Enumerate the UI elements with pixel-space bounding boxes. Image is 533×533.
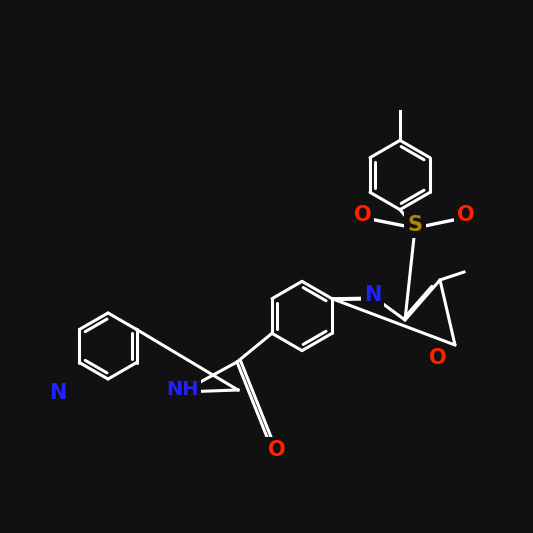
Text: O: O: [268, 440, 285, 459]
Text: S: S: [408, 215, 423, 236]
Text: O: O: [429, 348, 447, 368]
Text: N: N: [364, 285, 381, 305]
Text: O: O: [457, 205, 474, 225]
Text: O: O: [353, 205, 371, 225]
Text: NH: NH: [166, 380, 198, 399]
Text: N: N: [50, 383, 67, 403]
